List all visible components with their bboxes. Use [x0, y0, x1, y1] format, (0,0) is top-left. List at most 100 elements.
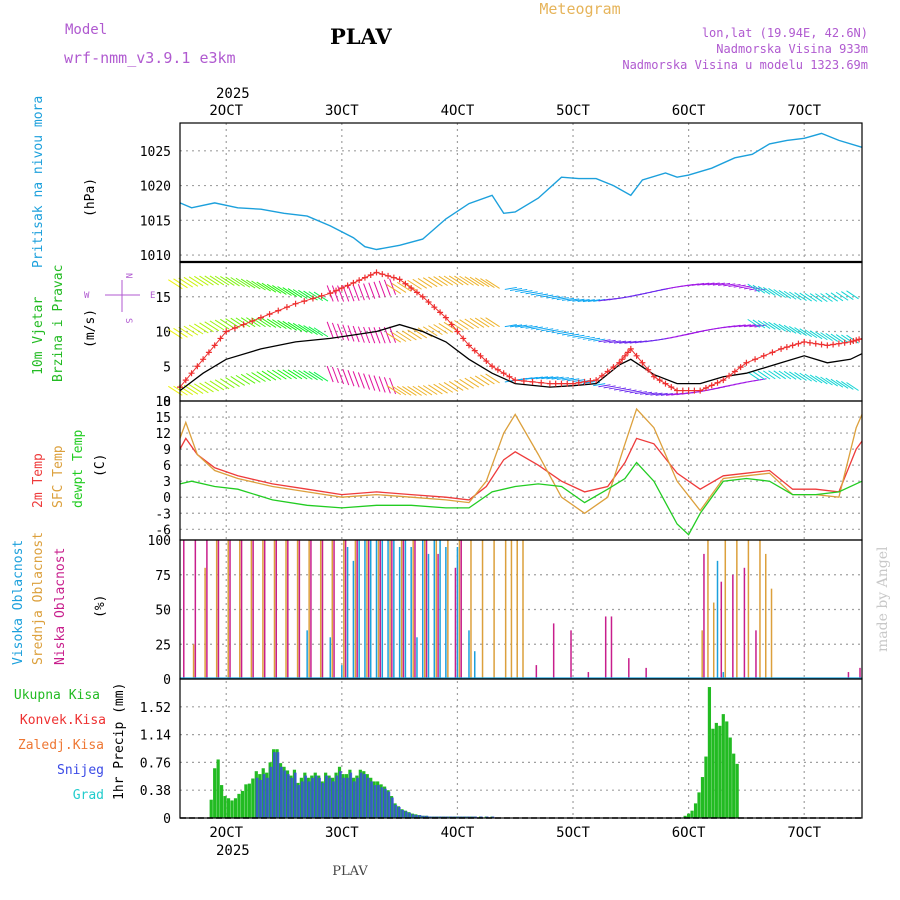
wind-barb — [347, 285, 355, 302]
wind-barb — [412, 278, 428, 289]
wind-barb — [272, 284, 287, 295]
wind-barb — [551, 330, 564, 334]
wind-barb — [841, 381, 854, 390]
wind-barb — [567, 333, 580, 337]
wind-barb — [535, 327, 549, 331]
wind-barb — [634, 391, 647, 395]
wind-barb — [556, 297, 569, 301]
y-tick-label: 0 — [163, 673, 171, 688]
precip-total-bar — [714, 722, 718, 818]
wind-barb — [707, 282, 720, 286]
precip-total-bar — [690, 810, 694, 818]
wind-barb — [546, 329, 559, 333]
y-tick-label: 1.14 — [140, 729, 171, 744]
wind-barb — [373, 281, 381, 298]
precip-snow-bar — [384, 788, 387, 818]
precip-snow-bar — [474, 816, 477, 818]
wind-barb — [433, 276, 448, 286]
wind-barb — [298, 289, 313, 300]
pressure-unit: (hPa) — [83, 178, 98, 217]
wind-barb — [582, 336, 595, 340]
precip-snow-bar — [342, 777, 346, 818]
wind-barb — [256, 317, 272, 328]
wind-barb — [551, 296, 564, 300]
wind-barb — [820, 293, 833, 302]
wind-barb — [292, 322, 308, 333]
wind-barb — [407, 279, 422, 290]
wind-barb — [331, 322, 339, 340]
precip-total-bar — [244, 784, 248, 818]
wind-barb — [535, 376, 549, 380]
wind-barb — [577, 299, 590, 303]
precip-snow-bar — [356, 777, 360, 818]
wind-barb — [773, 370, 786, 380]
wind-barb — [277, 369, 292, 380]
wind-barb — [825, 332, 839, 342]
wind-barb — [469, 318, 485, 328]
wind-barb — [438, 382, 454, 393]
wind-barb — [235, 317, 251, 328]
precip-total-bar — [732, 753, 736, 818]
wind-barb — [454, 379, 469, 390]
wind-barbs — [168, 275, 859, 396]
wind-barb — [214, 319, 230, 330]
wind-barb — [282, 320, 298, 331]
wind-barb — [402, 386, 417, 396]
wind-barb — [530, 292, 543, 296]
wind-barb — [778, 289, 792, 299]
wind-barb — [454, 320, 469, 330]
wind-barb — [541, 376, 554, 380]
wind-barb — [587, 337, 601, 341]
wind-barb — [368, 282, 376, 299]
precip-total-bar — [725, 721, 729, 818]
wind-barb — [183, 325, 199, 336]
wind-barb — [655, 392, 668, 396]
bottom-tick-label: 4OCT — [441, 825, 475, 841]
wind-unit: (m/s) — [83, 309, 98, 348]
wind-barb — [799, 372, 812, 382]
wind-barb — [608, 386, 621, 390]
precip-snow-bar — [446, 816, 450, 818]
y-tick-label: 15 — [155, 411, 171, 426]
wind-barb — [846, 290, 859, 300]
precip-total-bar — [693, 803, 698, 818]
wind-barb — [303, 325, 318, 335]
wind-barb — [530, 376, 543, 380]
precip-total-bar — [233, 798, 238, 818]
wind-barb — [342, 324, 350, 341]
wind-barb — [603, 385, 616, 389]
precip-snow-bar — [359, 772, 363, 818]
wind-barb — [443, 382, 459, 392]
cloud-unit: (%) — [93, 595, 108, 618]
temp-unit: (C) — [93, 454, 108, 477]
compass-rose: W E N S — [84, 273, 155, 323]
wind-barb — [804, 373, 818, 383]
wind-barb — [266, 318, 282, 329]
precip-total-bar — [700, 777, 705, 818]
precip-snow-bar — [345, 777, 349, 818]
wind-barb — [204, 321, 219, 332]
precip-snow-bar — [297, 785, 301, 818]
precip-total-bar — [240, 790, 245, 818]
sfc-label: SFC Temp — [51, 445, 66, 508]
y-tick-label: 1.52 — [140, 701, 171, 716]
wind-barb — [815, 293, 828, 303]
wind-barb — [292, 289, 308, 299]
precip-snow-bar — [366, 777, 370, 818]
wind-barb — [428, 276, 443, 287]
t2m-line — [179, 437, 863, 501]
meteogram-title: Meteogram — [539, 0, 620, 18]
wind-barb — [629, 340, 642, 344]
wind-barb — [194, 275, 209, 286]
wind-barb — [188, 384, 204, 394]
wind-barb — [220, 378, 235, 389]
wind-barb — [214, 275, 230, 286]
wind-barb — [396, 331, 412, 342]
compass-east: E — [150, 291, 155, 301]
wind-barb — [256, 371, 272, 382]
wind-barb — [660, 392, 673, 396]
top-tick-label: 3OCT — [325, 103, 359, 119]
wind-barb — [373, 327, 381, 344]
wind-barb — [799, 292, 812, 302]
wind-barb — [830, 292, 844, 302]
